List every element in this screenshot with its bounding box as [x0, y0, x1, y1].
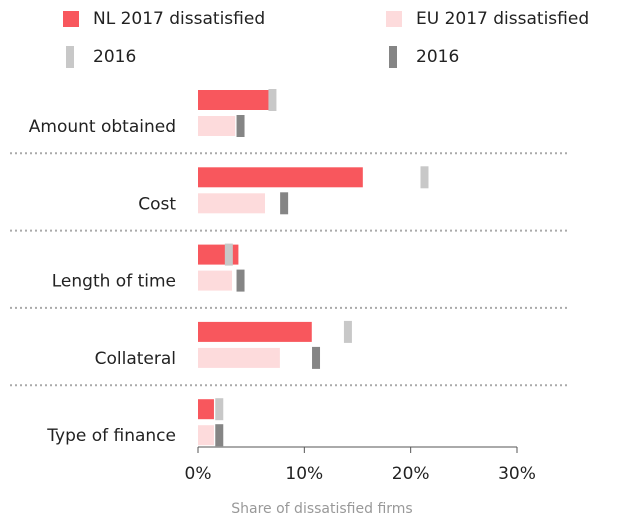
marker	[343, 320, 352, 343]
bar	[198, 425, 214, 446]
bar	[198, 116, 236, 136]
bar	[198, 193, 265, 214]
x-tick-label: 10%	[285, 464, 323, 484]
bar	[198, 399, 214, 420]
marker	[268, 89, 277, 111]
bar	[198, 90, 270, 110]
legend-label: EU 2017 dissatisfied	[416, 9, 589, 29]
legend-label: 2016	[416, 47, 459, 67]
marker	[215, 424, 224, 447]
category-label: Cost	[138, 194, 176, 214]
category-label: Collateral	[95, 349, 176, 369]
legend-swatch	[66, 46, 74, 68]
marker	[236, 269, 245, 292]
x-tick-label: 20%	[392, 464, 430, 484]
marker	[215, 398, 224, 421]
bar	[198, 270, 233, 291]
legend-swatch	[386, 11, 402, 27]
bar	[198, 347, 280, 368]
x-tick-label: 0%	[185, 464, 212, 484]
legend-swatch	[63, 11, 79, 27]
legend-label: NL 2017 dissatisfied	[93, 9, 265, 29]
x-axis-label: Share of dissatisfied firms	[231, 501, 412, 517]
marker	[280, 192, 289, 215]
marker	[420, 166, 429, 189]
legend-swatch	[389, 46, 397, 68]
bar	[198, 167, 363, 188]
marker	[236, 115, 245, 137]
legend-label: 2016	[93, 47, 136, 67]
category-label: Amount obtained	[29, 117, 176, 137]
category-label: Type of finance	[46, 426, 176, 446]
x-tick-label: 30%	[498, 464, 536, 484]
marker	[312, 346, 321, 369]
marker	[224, 243, 233, 266]
category-label: Length of time	[52, 272, 176, 292]
bar	[198, 321, 312, 342]
